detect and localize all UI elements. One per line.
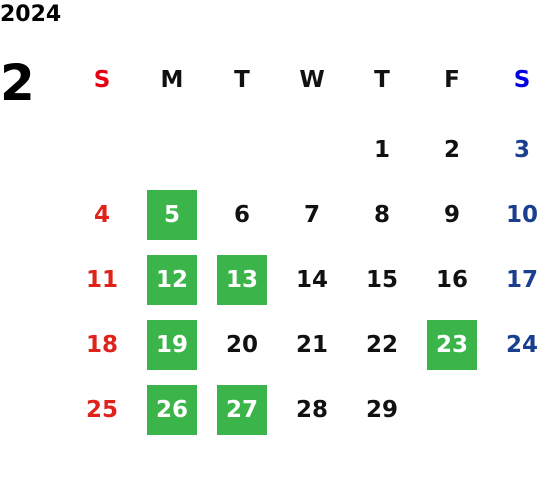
day: 1 xyxy=(373,137,390,163)
day: 8 xyxy=(373,202,390,228)
day: 24 xyxy=(505,332,538,358)
day: 3 xyxy=(513,137,530,163)
day: 10 xyxy=(505,202,538,228)
year: 2024 xyxy=(0,2,62,27)
day: 18 xyxy=(85,332,118,358)
day: 6 xyxy=(233,202,250,228)
highlighted-day: 19 xyxy=(147,320,197,370)
day: 21 xyxy=(295,332,328,358)
day: 2 xyxy=(443,137,460,163)
day: 14 xyxy=(295,267,328,293)
highlighted-day: 12 xyxy=(147,255,197,305)
day: 29 xyxy=(365,397,398,423)
day: 22 xyxy=(365,332,398,358)
day: 17 xyxy=(505,267,538,293)
day: 16 xyxy=(435,267,468,293)
highlighted-day: 26 xyxy=(147,385,197,435)
day: 9 xyxy=(443,202,460,228)
weekday-header: W xyxy=(299,67,325,93)
highlighted-day: 5 xyxy=(147,190,197,240)
highlighted-day: 13 xyxy=(217,255,267,305)
day: 28 xyxy=(295,397,328,423)
weekday-header: F xyxy=(444,67,460,93)
weekday-header: T xyxy=(234,67,250,93)
month: 2 xyxy=(0,54,35,112)
highlighted-day: 27 xyxy=(217,385,267,435)
day: 15 xyxy=(365,267,398,293)
weekday-header: T xyxy=(374,67,390,93)
day: 4 xyxy=(93,202,110,228)
day: 7 xyxy=(303,202,320,228)
weekday-header: S xyxy=(513,67,531,93)
weekday-header: S xyxy=(93,67,111,93)
day: 25 xyxy=(85,397,118,423)
highlighted-day: 23 xyxy=(427,320,477,370)
day: 20 xyxy=(225,332,258,358)
weekday-header: M xyxy=(160,67,184,93)
day: 11 xyxy=(85,267,118,293)
